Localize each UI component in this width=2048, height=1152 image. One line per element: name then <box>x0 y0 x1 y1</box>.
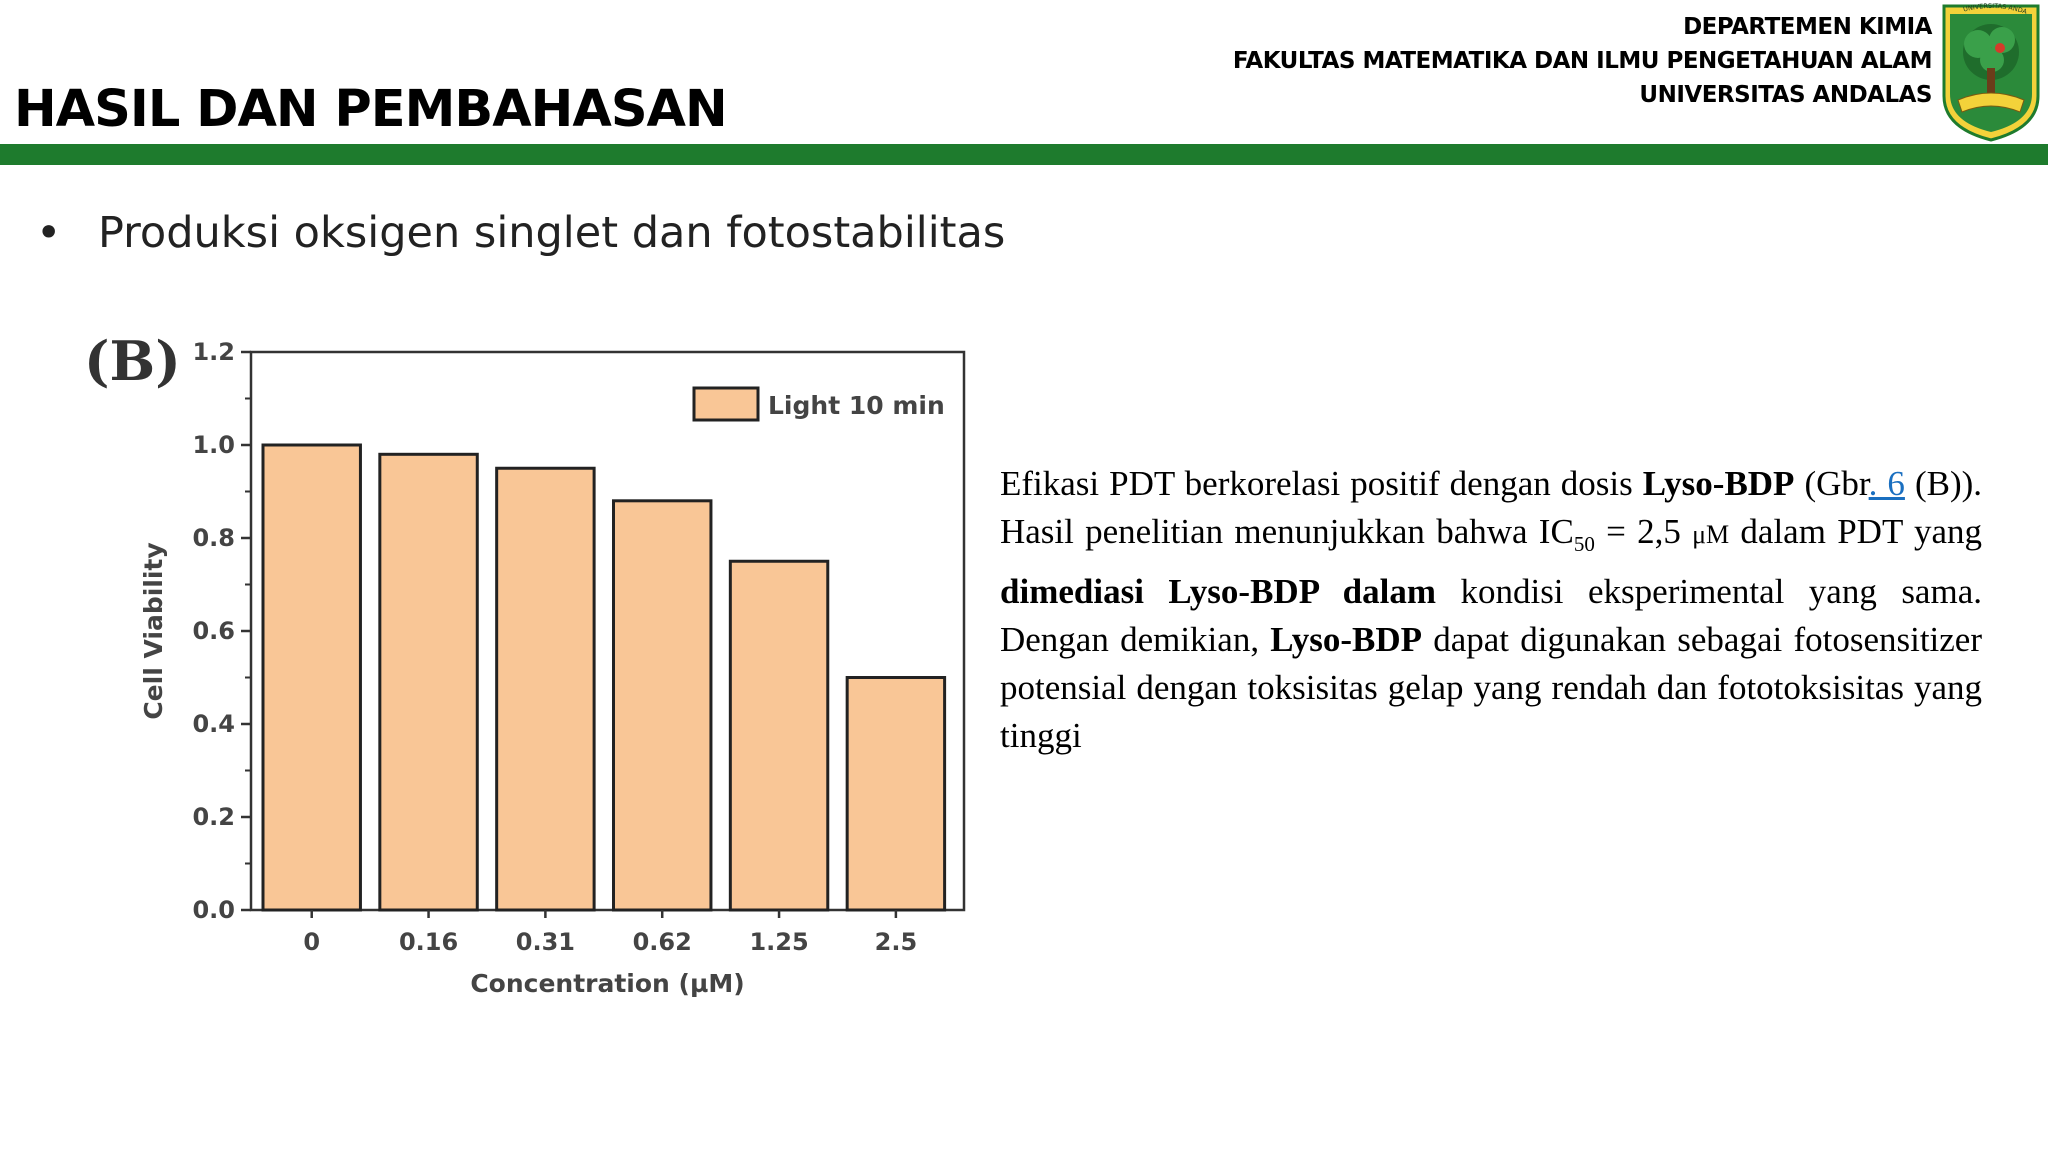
university-logo: UNIVERSITAS ANDALAS <box>1936 0 2040 142</box>
bar <box>378 452 479 912</box>
y-tick-label: 0.6 <box>192 617 235 645</box>
x-tick-label: 0.62 <box>633 928 692 956</box>
paragraph-text-6: kondisi eksperimental yang sama. Dengan … <box>1000 572 1982 659</box>
institution-block: DEPARTEMEN KIMIA FAKULTAS MATEMATIKA DAN… <box>1232 10 1933 112</box>
paragraph-bold-lyso-bdp-2: Lyso-BDP <box>1270 620 1422 659</box>
slide-header: HASIL DAN PEMBAHASAN DEPARTEMEN KIMIA FA… <box>0 0 2048 150</box>
result-paragraph: Efikasi PDT berkorelasi positif dengan d… <box>1000 460 1982 760</box>
micromolar-unit: μM <box>1692 520 1730 549</box>
x-tick-label: 0 <box>303 928 320 956</box>
paragraph-text-2: (Gbr <box>1794 464 1869 503</box>
x-tick-label: 2.5 <box>875 928 918 956</box>
header-divider-bar <box>0 144 2048 165</box>
paragraph-text-7: dapat digunakan sebagai fotosensitizer p… <box>1000 620 1982 755</box>
ic50-subscript: 50 <box>1573 532 1595 556</box>
cell-viability-chart: 0.0 0.2 0.4 0.6 0.8 1.0 1.2 0 0.16 0.31 0.62 1.25 2.… <box>84 329 966 998</box>
y-tick-label: 1.2 <box>192 338 235 366</box>
y-axis-label: Cell Viability <box>139 542 168 719</box>
bullet-dot-icon: • <box>36 208 62 258</box>
x-tick-label: 0.16 <box>399 928 458 956</box>
institution-line-faculty: FAKULTAS MATEMATIKA DAN ILMU PENGETAHUAN… <box>1232 48 1933 74</box>
y-tick-label: 0.0 <box>192 896 235 924</box>
y-tick-label: 0.2 <box>192 803 235 831</box>
bullet-text: Produksi oksigen singlet dan fotostabili… <box>98 208 1006 258</box>
legend-swatch <box>692 386 760 422</box>
y-tick-label: 0.4 <box>192 710 235 738</box>
figure-6-link[interactable]: . 6 <box>1868 464 1905 503</box>
institution-line-university: UNIVERSITAS ANDALAS <box>1639 82 1932 108</box>
paragraph-text-4: = 2,5 <box>1594 512 1693 551</box>
x-axis-label: Concentration (µM) <box>470 969 744 998</box>
legend-label: Light 10 min <box>768 391 945 420</box>
paragraph-text-5: dalam PDT yang <box>1729 512 1982 551</box>
slide-title: HASIL DAN PEMBAHASAN <box>14 80 728 139</box>
bar <box>612 499 713 912</box>
bar <box>845 676 947 912</box>
institution-line-department: DEPARTEMEN KIMIA <box>1683 14 1932 40</box>
bullet-item: • Produksi oksigen singlet dan fotostabil… <box>36 208 1005 258</box>
paragraph-bold-mediated: dimediasi Lyso-BDP dalam <box>1000 572 1436 611</box>
paragraph-bold-lyso-bdp-1: Lyso-BDP <box>1642 464 1795 503</box>
bar <box>261 443 362 912</box>
panel-label: (B) <box>84 329 181 393</box>
y-tick-label: 0.8 <box>192 524 235 552</box>
bar <box>728 559 830 912</box>
y-tick-label: 1.0 <box>192 431 235 459</box>
bar <box>495 466 596 912</box>
x-tick-label: 0.31 <box>516 928 575 956</box>
paragraph-text-3: (B)). Hasil penelitian menunjukkan bahwa… <box>1000 464 1983 551</box>
x-tick-label: 1.25 <box>749 928 808 956</box>
paragraph-text-1: Efikasi PDT berkorelasi positif dengan d… <box>1000 464 1643 503</box>
